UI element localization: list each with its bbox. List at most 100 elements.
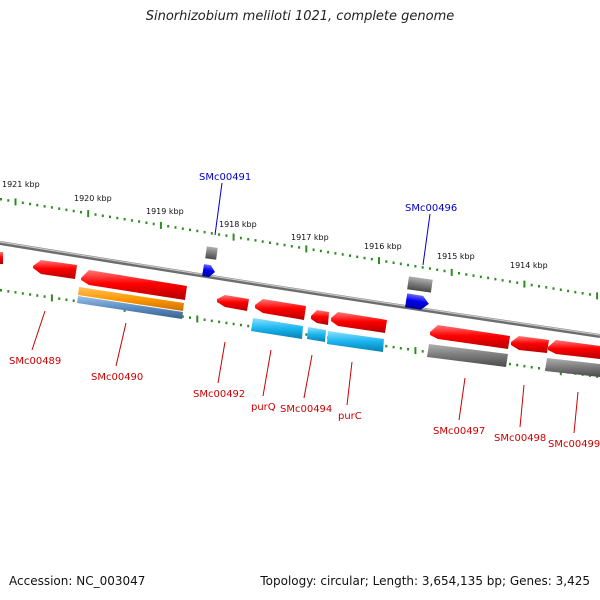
gene-arrow[interactable] xyxy=(311,310,329,325)
minor-tick xyxy=(349,254,351,257)
gene-arrow[interactable] xyxy=(255,299,306,320)
gene-feature[interactable] xyxy=(251,318,303,339)
scale-label: 1919 kbp xyxy=(146,207,184,216)
minor-tick xyxy=(341,253,344,256)
map-title: Sinorhizobium meliloti 1021, complete ge… xyxy=(145,9,455,24)
minor-tick xyxy=(239,236,242,240)
genome-summary-text: Topology: circular; Length: 3,654,135 bp… xyxy=(260,574,590,588)
minor-tick xyxy=(567,289,570,293)
minor-tick xyxy=(494,277,497,281)
gene-arrow[interactable] xyxy=(202,264,216,278)
minor-tick xyxy=(43,205,46,208)
minor-tick xyxy=(152,222,155,226)
reverse-strand-features xyxy=(0,252,600,377)
gene-label-smc00494[interactable]: SMc00494 xyxy=(280,404,332,415)
gene-feature[interactable] xyxy=(77,296,183,319)
scale-label: 1918 kbp xyxy=(219,220,257,229)
minor-tick xyxy=(508,362,511,366)
minor-tick xyxy=(487,276,490,280)
minor-tick xyxy=(319,249,322,253)
minor-tick xyxy=(399,262,402,266)
gene-label-purc[interactable]: purC xyxy=(338,411,362,422)
gene-feature[interactable] xyxy=(545,358,600,377)
minor-tick xyxy=(414,265,417,268)
leader-line xyxy=(458,377,466,421)
minor-tick xyxy=(436,268,439,271)
gene-label-purq[interactable]: purQ xyxy=(251,402,276,413)
minor-tick xyxy=(72,209,75,213)
label-leader-lines xyxy=(31,182,579,434)
minor-tick xyxy=(72,299,75,302)
scale-label: 1921 kbp xyxy=(2,180,40,189)
gene-arrow[interactable] xyxy=(81,270,187,300)
minor-tick xyxy=(203,318,206,321)
major-tick xyxy=(196,315,199,323)
minor-tick xyxy=(94,213,97,216)
minor-tick xyxy=(210,232,213,235)
major-tick xyxy=(523,280,526,288)
gene-feature[interactable] xyxy=(205,246,218,260)
gene-label-smc00499[interactable]: SMc00499 xyxy=(548,439,600,450)
minor-tick xyxy=(472,274,475,277)
minor-tick xyxy=(43,295,46,298)
minor-tick xyxy=(581,292,584,295)
gene-feature[interactable] xyxy=(78,287,184,311)
gene-arrow[interactable] xyxy=(405,293,430,310)
major-tick xyxy=(596,292,599,300)
minor-tick xyxy=(530,366,533,369)
minor-tick xyxy=(588,293,591,296)
minor-tick xyxy=(225,321,228,325)
gene-arrow[interactable] xyxy=(511,336,549,353)
minor-tick xyxy=(392,261,395,264)
major-tick xyxy=(450,268,453,276)
minor-tick xyxy=(363,256,366,260)
major-tick xyxy=(414,347,417,355)
leader-line xyxy=(303,354,313,399)
gene-arrow[interactable] xyxy=(430,325,510,349)
gene-feature[interactable] xyxy=(407,276,433,293)
scale-label: 1914 kbp xyxy=(510,261,548,270)
gene-feature[interactable] xyxy=(327,331,384,352)
minor-tick xyxy=(0,198,2,201)
gene-label-smc00489[interactable]: SMc00489 xyxy=(9,356,61,367)
major-tick xyxy=(378,257,380,265)
gene-label-smc00492[interactable]: SMc00492 xyxy=(193,389,245,400)
minor-tick xyxy=(14,291,17,294)
minor-tick xyxy=(218,233,221,236)
minor-tick xyxy=(65,298,68,301)
gene-arrow[interactable] xyxy=(331,312,387,333)
gene-label-smc00491[interactable]: SMc00491 xyxy=(199,172,251,183)
minor-tick xyxy=(399,347,402,350)
gene-feature[interactable] xyxy=(307,327,326,342)
minor-tick xyxy=(210,319,213,323)
minor-tick xyxy=(0,289,2,292)
gene-feature[interactable] xyxy=(427,344,508,367)
minor-tick xyxy=(298,246,301,249)
minor-tick xyxy=(80,210,82,214)
gene-label-smc00496[interactable]: SMc00496 xyxy=(405,203,457,214)
gene-arrow[interactable] xyxy=(33,260,77,279)
gene-label-smc00490[interactable]: SMc00490 xyxy=(91,372,143,383)
gene-label-smc00498[interactable]: SMc00498 xyxy=(494,433,546,444)
major-tick xyxy=(232,233,235,241)
minor-tick xyxy=(109,215,111,219)
minor-tick xyxy=(21,201,24,204)
minor-tick xyxy=(421,266,424,269)
genome-backbone-highlight xyxy=(0,241,600,336)
minor-tick xyxy=(189,316,191,319)
major-tick xyxy=(50,294,53,302)
gene-arrow[interactable] xyxy=(0,252,3,264)
minor-tick xyxy=(50,206,53,209)
minor-tick xyxy=(290,245,293,248)
minor-tick xyxy=(7,290,10,293)
minor-tick xyxy=(327,250,330,254)
gene-label-smc00497[interactable]: SMc00497 xyxy=(433,426,485,437)
minor-tick xyxy=(370,257,373,261)
minor-tick xyxy=(203,230,206,234)
minor-tick xyxy=(356,255,359,259)
gene-arrow[interactable] xyxy=(217,295,249,311)
minor-tick xyxy=(516,281,519,284)
minor-tick xyxy=(116,216,119,220)
minor-tick xyxy=(58,297,61,300)
gene-arrow[interactable] xyxy=(548,340,600,359)
